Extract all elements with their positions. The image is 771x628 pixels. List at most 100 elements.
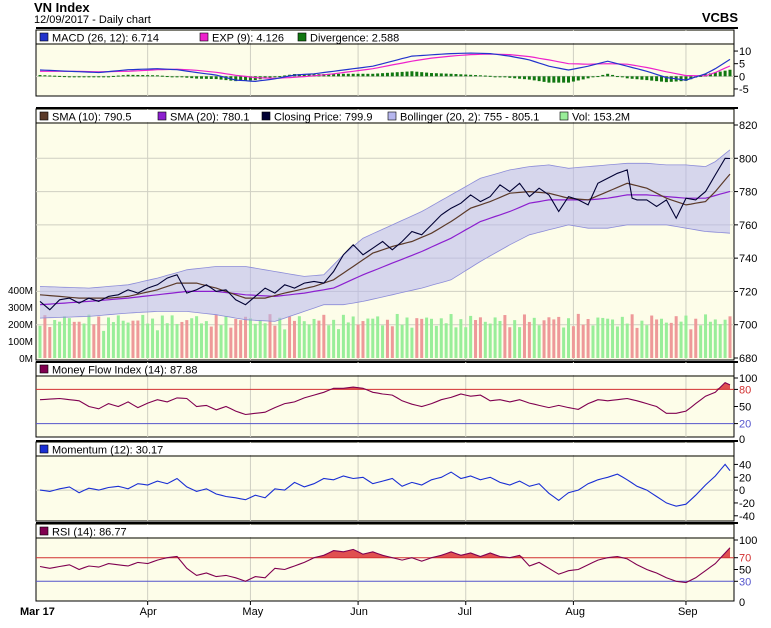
legend-label: MACD (26, 12): 6.714 <box>52 33 159 45</box>
divergence-bar <box>493 76 497 78</box>
bollinger-upper-line <box>39 149 731 289</box>
volume-bar <box>346 322 350 358</box>
divergence-bar <box>141 75 145 77</box>
divergence-bar <box>596 76 600 78</box>
momentum-y-tick-label: -40 <box>739 511 755 523</box>
volume-tick-label: 400M <box>8 286 33 297</box>
divergence-bar <box>48 75 52 77</box>
volume-bar <box>542 320 546 358</box>
volume-bar <box>341 314 345 358</box>
sma20-line <box>39 190 731 306</box>
volume-bar <box>488 323 492 358</box>
volume-bar <box>204 321 208 358</box>
volume-bar <box>351 316 355 358</box>
divergence-bar <box>341 73 345 77</box>
divergence-bar <box>650 76 654 81</box>
divergence-bar <box>77 76 81 78</box>
divergence-bar <box>381 73 385 77</box>
divergence-bar <box>376 73 380 77</box>
rsi-legend-bar <box>37 525 733 537</box>
volume-bar <box>464 327 468 358</box>
volume-bar <box>493 317 497 358</box>
macd-y-tick-label: 5 <box>739 59 745 71</box>
volume-bar <box>508 327 512 358</box>
divergence-bar <box>283 75 287 77</box>
volume-bar <box>420 318 424 358</box>
volume-bar <box>43 315 47 358</box>
macd-legend-bar <box>37 31 733 43</box>
volume-bar <box>723 319 727 358</box>
divergence-bar <box>557 76 561 83</box>
legend-label: SMA (20): 780.1 <box>170 112 250 124</box>
volume-bar <box>659 318 663 358</box>
volume-bar <box>415 318 419 358</box>
volume-bar <box>92 324 96 358</box>
rsi-y-tick-label-zero: 0 <box>739 597 745 609</box>
volume-bar <box>253 323 257 358</box>
volume-bar <box>175 323 179 358</box>
divergence-bar <box>199 76 203 79</box>
divergence-bar <box>366 73 370 77</box>
price-y-tick-label: 720 <box>739 286 757 298</box>
brand-label: VCBS <box>701 10 738 25</box>
divergence-bar <box>351 73 355 77</box>
divergence-bar <box>635 76 639 80</box>
divergence-bar <box>562 76 566 83</box>
volume-bar <box>214 314 218 358</box>
divergence-bar <box>415 71 419 77</box>
x-tick-label-apr: Apr <box>140 606 157 618</box>
volume-bar <box>381 325 385 358</box>
volume-bar <box>708 321 712 358</box>
legend-swatch <box>559 111 569 121</box>
mfi-y-tick-label: 20 <box>739 419 751 431</box>
volume-bar <box>434 325 438 358</box>
momentum-line <box>39 463 731 507</box>
divergence-bar <box>155 75 159 77</box>
volume-bar <box>459 319 463 358</box>
volume-bar <box>317 320 321 358</box>
momentum-y-tick-label: -20 <box>739 498 755 510</box>
volume-bar <box>620 316 624 358</box>
mfi-line <box>39 381 731 416</box>
divergence-bar <box>615 76 619 78</box>
volume-tick-label: 300M <box>8 303 33 314</box>
divergence-bar <box>160 75 164 77</box>
divergence-bar <box>537 76 541 82</box>
volume-bar <box>327 325 331 358</box>
volume-bar <box>111 322 115 358</box>
volume-bar <box>366 318 370 358</box>
volume-bar <box>395 313 399 358</box>
legend-swatch <box>297 32 307 42</box>
divergence-bar <box>488 75 492 77</box>
volume-bar <box>503 315 507 358</box>
volume-bar <box>679 321 683 358</box>
divergence-bar <box>195 76 199 79</box>
volume-bar <box>307 324 311 358</box>
divergence-bar <box>576 76 580 81</box>
rsi-y-tick-label: 50 <box>739 565 751 577</box>
divergence-bar <box>346 73 350 77</box>
legend-label: SMA (10): 790.5 <box>52 112 132 124</box>
divergence-bar <box>420 72 424 77</box>
divergence-bar <box>689 76 693 80</box>
divergence-bar <box>405 71 409 77</box>
legend-label: EXP (9): 4.126 <box>212 33 284 45</box>
volume-bar <box>713 319 717 358</box>
divergence-bar <box>684 76 688 81</box>
volume-bar <box>630 314 634 358</box>
divergence-bar <box>92 76 96 78</box>
volume-bar <box>312 318 316 358</box>
divergence-bar <box>38 75 42 77</box>
divergence-bar <box>175 76 179 78</box>
macd-y-tick-label: -5 <box>739 84 749 96</box>
divergence-bar <box>263 76 267 79</box>
volume-bar <box>425 317 429 358</box>
volume-bar <box>390 326 394 358</box>
volume-bar <box>229 327 233 358</box>
volume-bar <box>567 318 571 358</box>
divergence-bar <box>82 76 86 78</box>
divergence-bar <box>625 76 629 79</box>
chart-subtitle: 12/09/2017 - Daily chart <box>34 14 151 26</box>
volume-bar <box>650 315 654 358</box>
volume-bar <box>332 319 336 358</box>
